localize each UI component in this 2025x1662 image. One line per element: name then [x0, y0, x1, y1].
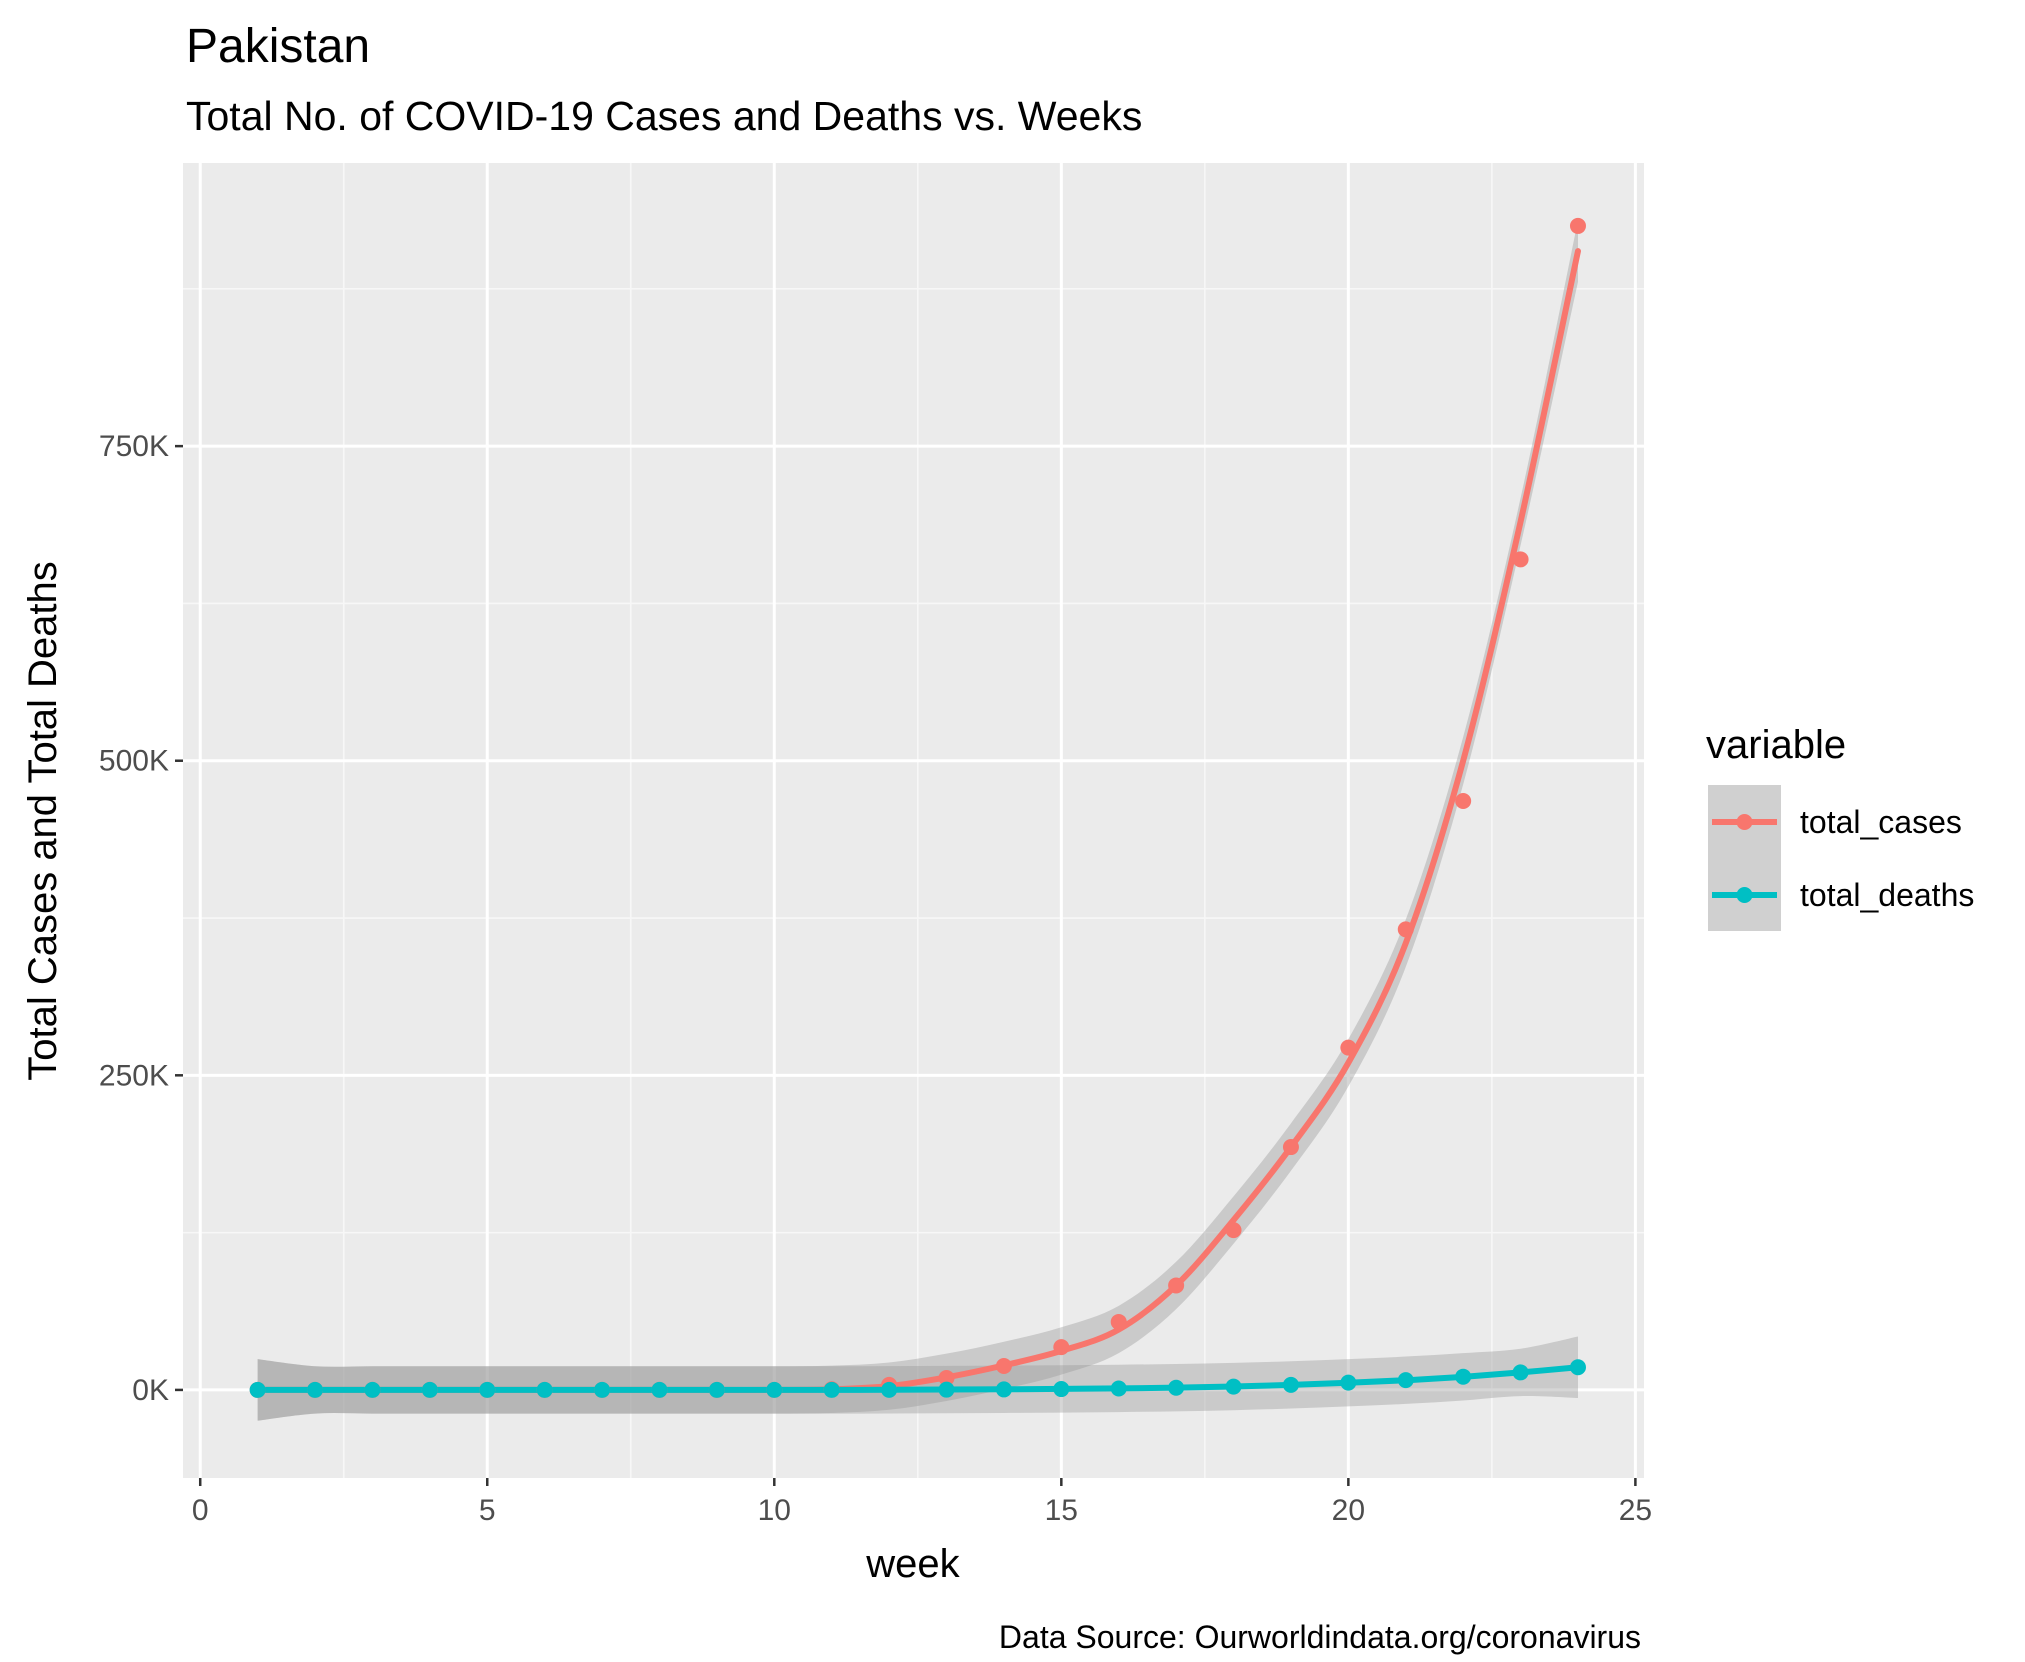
data-point-total_deaths	[364, 1381, 381, 1398]
data-point-total_deaths	[1455, 1368, 1472, 1385]
data-point-total_deaths	[995, 1381, 1012, 1398]
data-point-total_cases	[1340, 1039, 1357, 1056]
data-point-total_cases	[1512, 551, 1529, 568]
legend-label-total_cases: total_cases	[1800, 804, 1962, 840]
data-point-total_deaths	[881, 1381, 898, 1398]
data-point-total_cases	[1225, 1222, 1242, 1239]
x-tick-label: 25	[1619, 1494, 1652, 1527]
x-tick-label: 5	[479, 1494, 496, 1527]
data-point-total_cases	[1455, 792, 1472, 809]
data-point-total_deaths	[1282, 1376, 1299, 1393]
data-point-total_deaths	[479, 1381, 496, 1398]
x-tick-label: 15	[1045, 1494, 1078, 1527]
data-point-total_deaths	[1340, 1374, 1357, 1391]
series-points	[249, 217, 1586, 1398]
data-point-total_deaths	[1569, 1359, 1586, 1376]
data-point-total_deaths	[938, 1381, 955, 1398]
data-point-total_cases	[1397, 921, 1414, 938]
data-point-total_cases	[995, 1358, 1012, 1375]
data-point-total_cases	[1053, 1339, 1070, 1356]
chart-title: Pakistan	[186, 20, 370, 73]
data-point-total_deaths	[1225, 1378, 1242, 1395]
data-point-total_deaths	[766, 1381, 783, 1398]
legend-key-point-total_deaths	[1736, 887, 1753, 903]
chart-subtitle: Total No. of COVID-19 Cases and Deaths v…	[186, 93, 1142, 139]
data-point-total_deaths	[651, 1381, 668, 1398]
chart-caption: Data Source: Ourworldindata.org/coronavi…	[999, 1619, 1641, 1655]
data-point-total_deaths	[421, 1381, 438, 1398]
x-tick-label: 10	[758, 1494, 791, 1527]
legend-key-point-total_cases	[1736, 814, 1753, 830]
legend-label-total_deaths: total_deaths	[1800, 877, 1974, 913]
confidence-ribbons	[257, 220, 1578, 1421]
y-tick-label: 250K	[99, 1059, 169, 1092]
legend: variable total_cases total_deaths	[1706, 723, 1974, 931]
data-point-total_deaths	[536, 1381, 553, 1398]
data-point-total_deaths	[594, 1381, 611, 1398]
data-point-total_deaths	[249, 1381, 266, 1398]
data-point-total_cases	[1569, 217, 1586, 234]
y-tick-label: 500K	[99, 745, 169, 778]
legend-keys: total_cases total_deaths	[1712, 804, 1974, 913]
data-point-total_cases	[938, 1369, 955, 1386]
x-tick-label: 20	[1332, 1494, 1365, 1527]
data-point-total_cases	[1282, 1139, 1299, 1156]
data-point-total_cases	[1168, 1277, 1185, 1294]
data-point-total_cases	[1110, 1313, 1127, 1330]
grid-major	[183, 163, 1644, 1478]
legend-title: variable	[1706, 723, 1846, 767]
data-point-total_deaths	[1053, 1381, 1070, 1398]
data-point-total_deaths	[1512, 1364, 1529, 1381]
y-tick-label: 750K	[99, 430, 169, 463]
y-axis-ticks: 0K 250K 500K 750K	[99, 430, 183, 1407]
x-tick-label: 0	[192, 1494, 209, 1527]
data-point-total_deaths	[1397, 1372, 1414, 1389]
y-axis-title: Total Cases and Total Deaths	[21, 561, 65, 1081]
y-tick-label: 0K	[132, 1374, 169, 1407]
data-point-total_deaths	[307, 1381, 324, 1398]
data-point-total_deaths	[823, 1381, 840, 1398]
data-point-total_deaths	[1168, 1379, 1185, 1396]
data-point-total_deaths	[1110, 1380, 1127, 1397]
plot-panel	[183, 163, 1644, 1478]
legend-key-background	[1708, 785, 1781, 931]
data-point-total_deaths	[708, 1381, 725, 1398]
x-axis-title: week	[865, 1542, 960, 1586]
grid-minor	[183, 163, 1644, 1478]
confidence-ribbon-total_deaths	[257, 1336, 1578, 1421]
x-axis-ticks: 0 5 10 15 20 25	[192, 1478, 1652, 1527]
